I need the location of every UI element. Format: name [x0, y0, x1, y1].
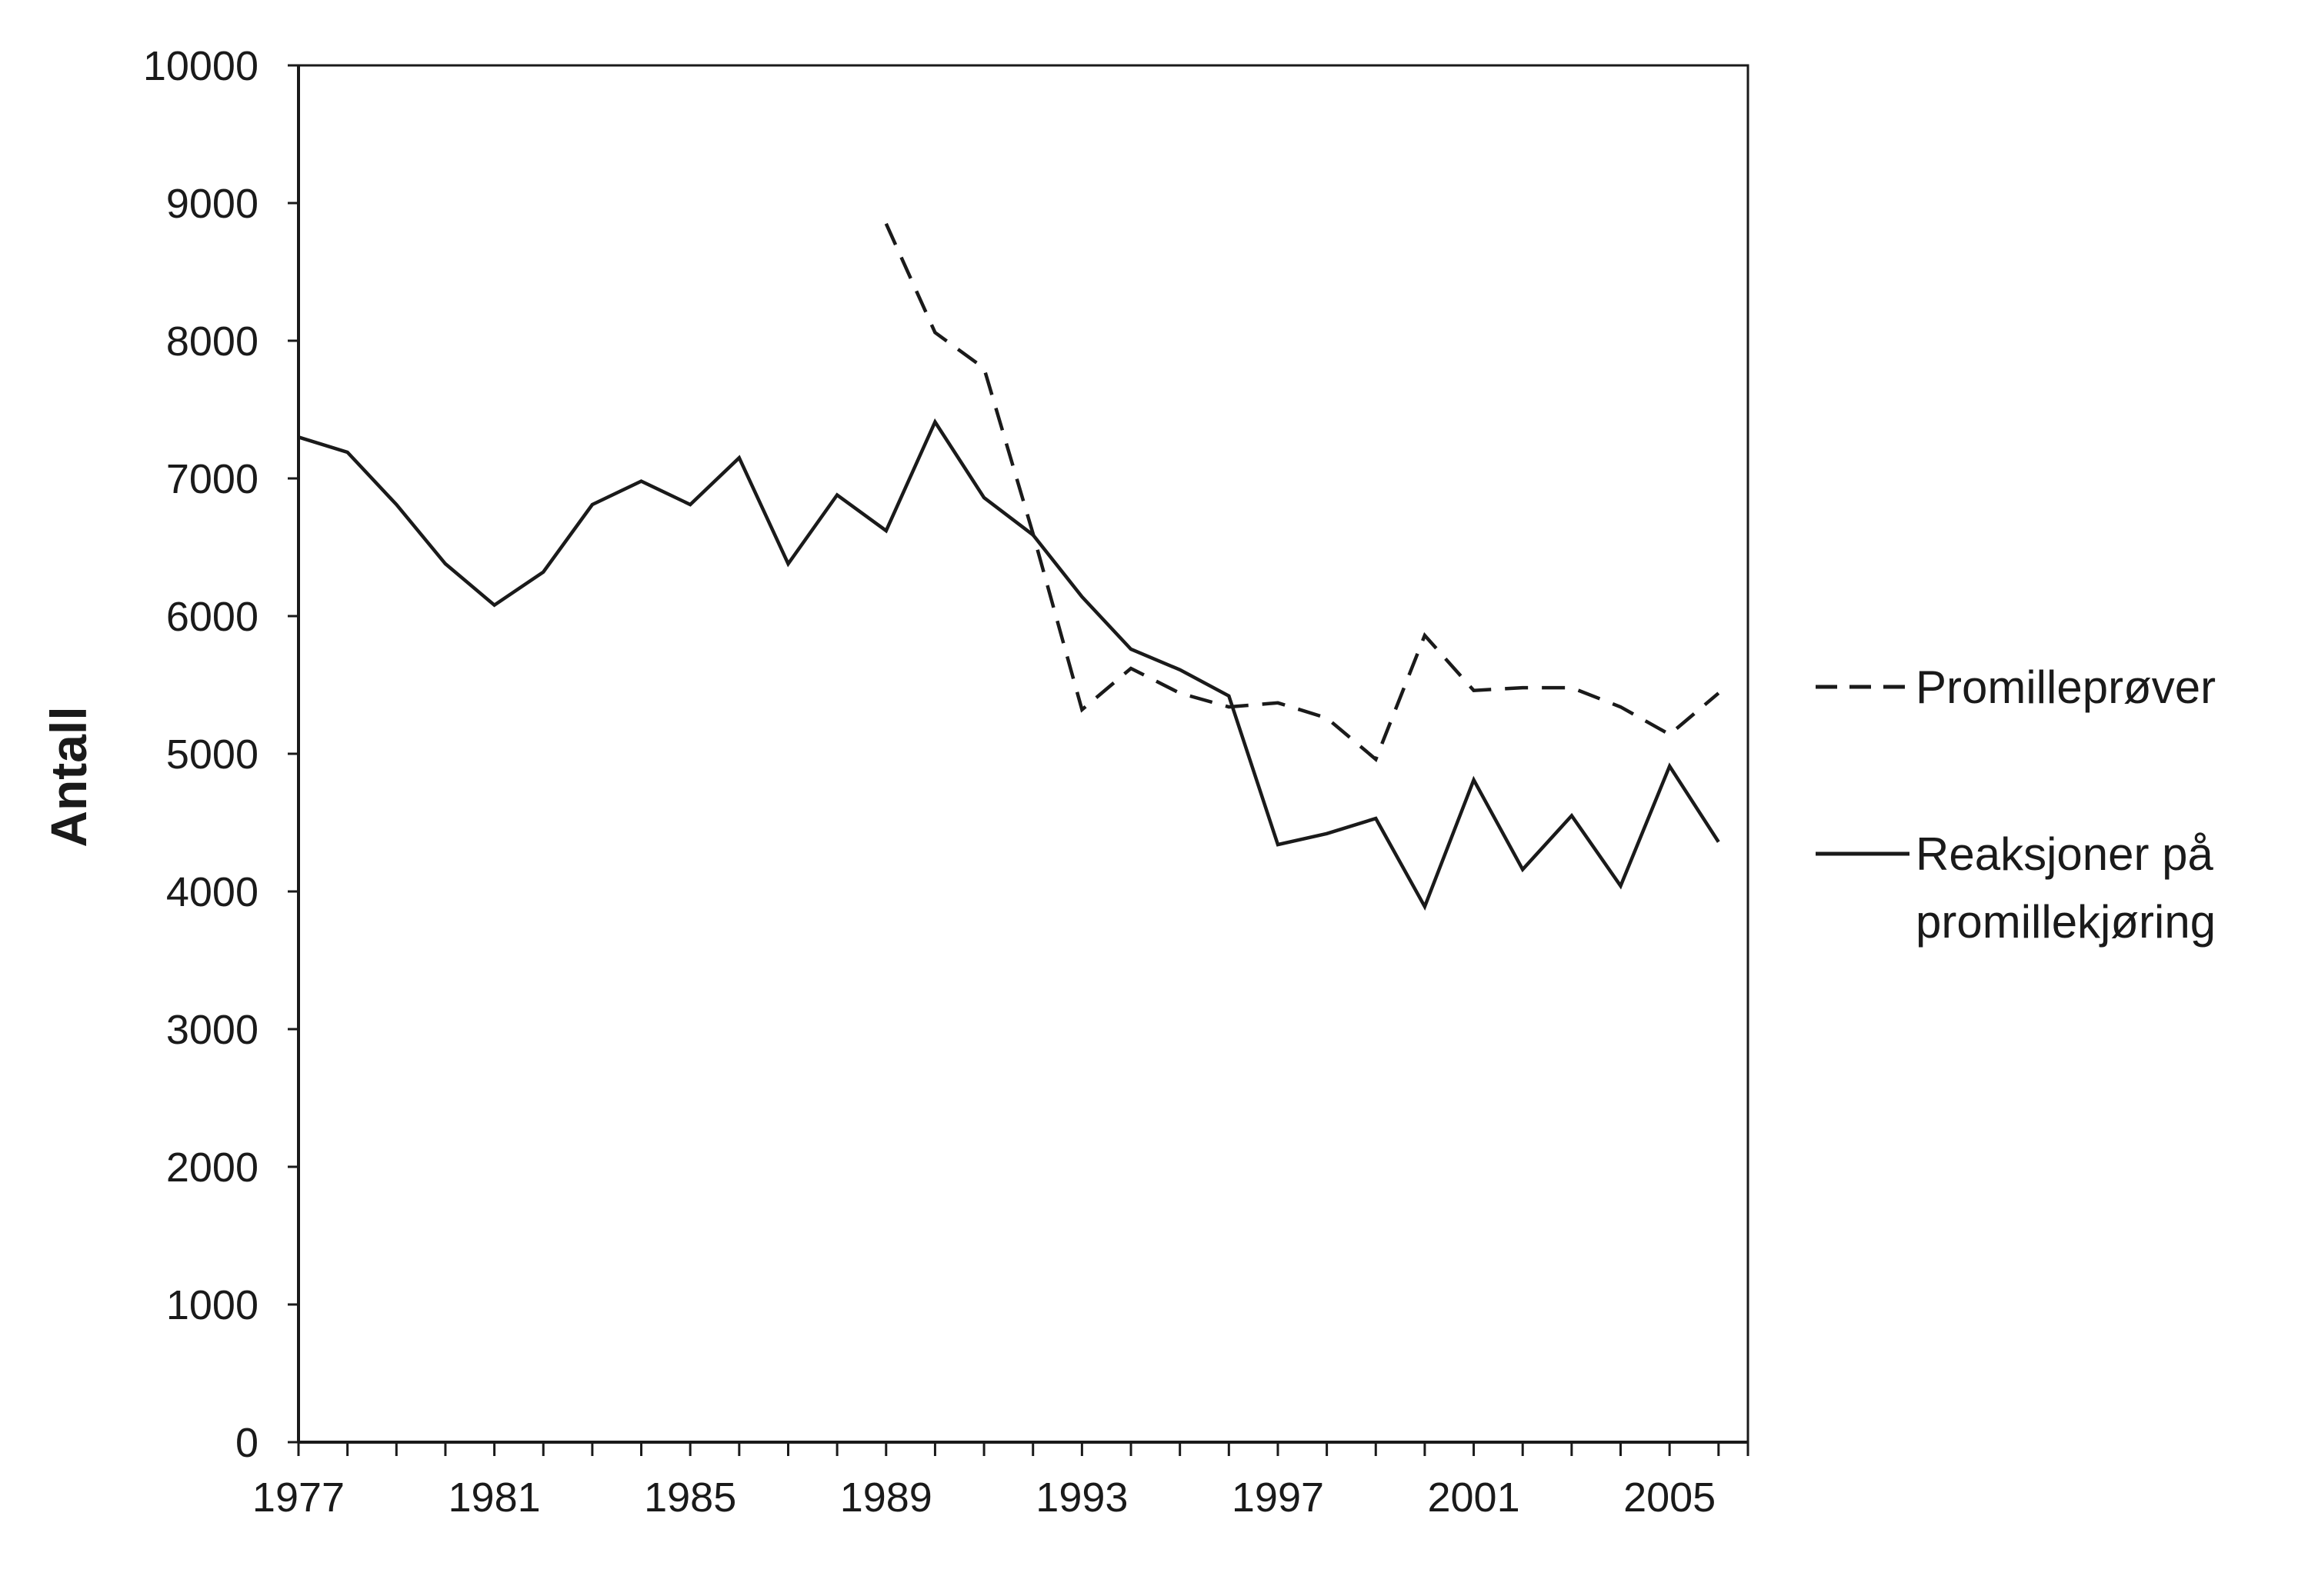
y-axis-title: Antall	[40, 706, 97, 847]
series-line-1	[298, 418, 1720, 911]
y-tick-label: 1000	[166, 1282, 258, 1328]
y-tick-label: 7000	[166, 456, 258, 502]
x-tick-label: 1985	[644, 1474, 736, 1521]
y-axis: 0 1000 2000 3000 4000 5000 6000 7000 8000 9000 100…	[143, 43, 299, 1466]
y-tick-label: 5000	[166, 731, 258, 778]
series-line-0	[884, 222, 1720, 762]
x-tick-label: 2001	[1427, 1474, 1519, 1521]
x-tick-label: 1989	[840, 1474, 932, 1521]
y-tick-label: 8000	[166, 318, 258, 365]
x-tick-label: 1977	[252, 1474, 345, 1521]
legend-label-reaksjoner: Reaksjoner på promillekjøring	[1916, 828, 2216, 948]
y-tick-label: 3000	[166, 1007, 258, 1053]
y-tick-label: 2000	[166, 1145, 258, 1191]
y-tick-label: 9000	[166, 181, 258, 227]
series-lines	[298, 222, 1720, 911]
plot-area	[297, 64, 1749, 1444]
x-tick-label: 2005	[1623, 1474, 1716, 1521]
plot-border	[297, 64, 1749, 1444]
x-tick-label: 1997	[1232, 1474, 1324, 1521]
x-tick-label: 1993	[1036, 1474, 1128, 1521]
y-tick-label: 0	[235, 1420, 258, 1466]
x-tick-label: 1981	[449, 1474, 541, 1521]
legend: Promilleprøver Reaksjoner på promillekjør…	[1816, 661, 2216, 948]
y-tick-label: 4000	[166, 869, 258, 915]
legend-label-promilleprover: Promilleprøver	[1916, 661, 2216, 713]
x-axis: 1977 1981 1985 1989 1993 1997 2001 2005	[252, 1442, 1749, 1521]
y-tick-label: 10000	[143, 43, 258, 89]
y-tick-label: 6000	[166, 594, 258, 640]
